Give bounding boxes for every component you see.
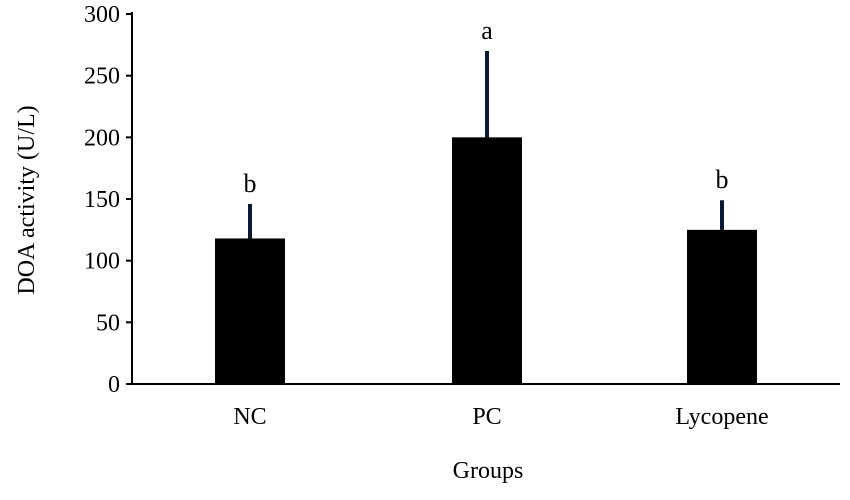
y-tick-label: 100 <box>84 249 120 275</box>
bar-lycopene <box>687 229 757 384</box>
x-tick-label: PC <box>472 404 501 430</box>
x-tick-label: NC <box>233 404 266 430</box>
x-axis-title: Groups <box>453 458 524 484</box>
x-tick-label: Lycopene <box>675 404 768 430</box>
bar-pc <box>452 137 522 384</box>
significance-letter: b <box>244 169 257 198</box>
y-tick-label: 250 <box>84 64 120 90</box>
significance-labels-layer: b a b <box>244 16 729 198</box>
significance-letter: a <box>481 16 493 45</box>
bar-nc <box>215 238 285 384</box>
y-tick-label: 50 <box>96 310 120 336</box>
y-tick-label: 150 <box>84 187 120 213</box>
y-tick-label: 0 <box>108 372 120 398</box>
error-bars-layer <box>248 51 724 239</box>
significance-letter: b <box>716 165 729 194</box>
category-labels-layer: NC PC Lycopene <box>233 404 768 430</box>
bars-layer <box>215 137 757 384</box>
y-tick-label: 200 <box>84 125 120 151</box>
y-axis-title: DOA activity (U/L) <box>14 105 40 294</box>
y-tick-label: 300 <box>84 2 120 28</box>
y-ticks-layer: 0 50 100 150 200 250 300 <box>84 2 132 398</box>
